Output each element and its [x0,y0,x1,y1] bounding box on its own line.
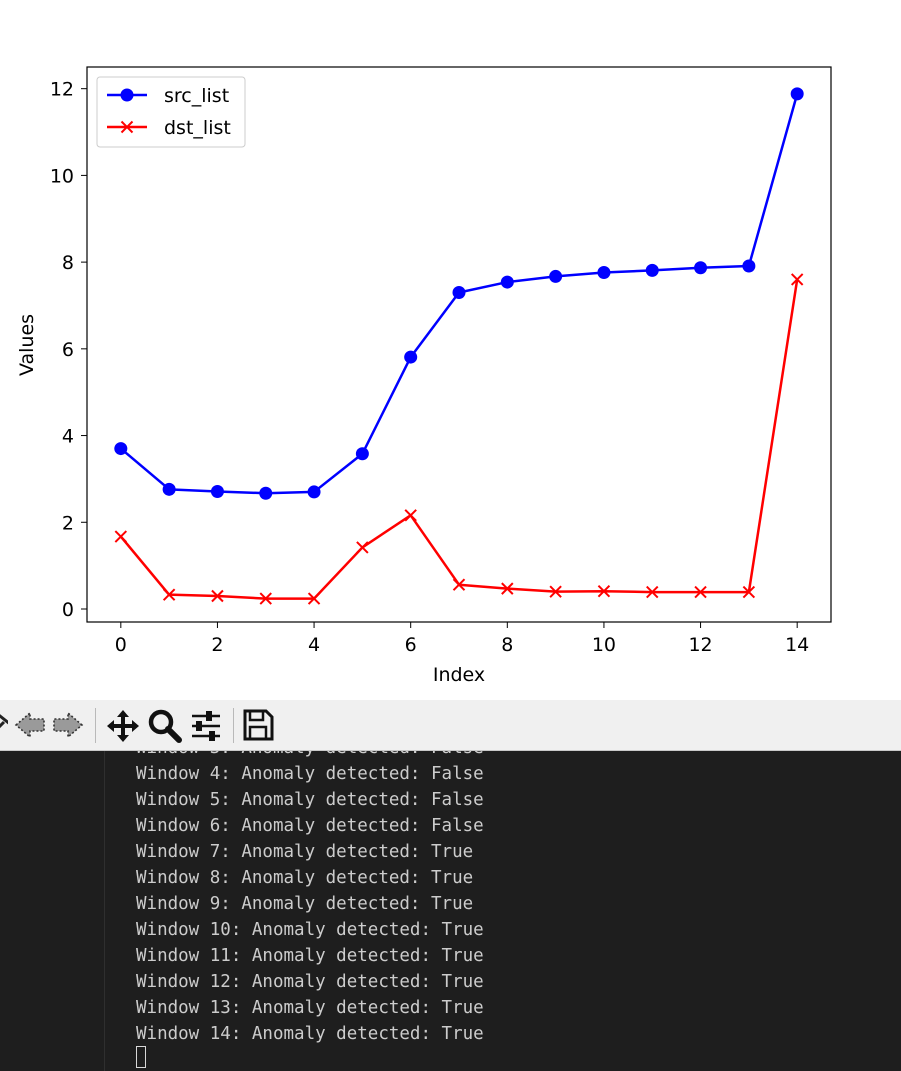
x-tick-label: 14 [785,634,809,656]
terminal-output: Window 3: Anomaly detected: False Window … [136,751,484,1047]
plot-frame [86,66,832,623]
y-axis-label: Values [16,314,38,376]
data-point [597,266,611,280]
y-tick-label: 2 [62,512,74,534]
matplotlib-toolbar [0,700,901,751]
data-point [404,350,418,364]
data-point [694,261,708,275]
terminal-line: Window 5: Anomaly detected: False [136,790,484,810]
y-tick-label: 6 [62,339,74,361]
terminal-line: Window 14: Anomaly detected: True [136,1024,484,1044]
x-tick-label: 10 [592,634,616,656]
y-tick-label: 8 [62,252,74,274]
data-point [356,541,369,554]
configure-subplots-icon[interactable] [189,708,223,748]
data-point [211,589,224,603]
data-point [790,87,804,101]
y-tick-label: 10 [50,165,74,187]
y-axis: 0 2 4 6 8 10 12 [50,79,87,621]
data-point [452,285,466,299]
home-icon[interactable] [0,708,11,746]
terminal-line: Window 4: Anomaly detected: False [136,764,484,784]
data-point [549,585,562,598]
y-tick-label: 12 [50,79,74,101]
y-tick-label: 4 [62,426,74,448]
data-point [307,485,321,499]
legend-marker-src_list [120,88,134,102]
terminal-line: Window 6: Anomaly detected: False [136,816,484,836]
data-point [790,273,804,286]
x-axis: 0 2 4 6 8 10 12 14 [115,622,809,656]
data-point [646,585,659,599]
series-src_list [114,87,804,500]
terminal-line: Window 11: Anomaly detected: True [136,946,484,966]
data-point [259,486,273,500]
x-tick-label: 6 [405,634,417,656]
x-tick-label: 0 [115,634,127,656]
terminal-line: Window 3: Anomaly detected: False [136,751,484,761]
data-point [259,592,272,605]
data-point [114,530,128,543]
forward-arrow-icon[interactable] [52,708,84,746]
legend-label-src_list: src_list [164,85,229,107]
data-point [742,259,756,273]
data-point [114,442,128,456]
data-point [549,269,563,283]
terminal-line: Window 9: Anomaly detected: True [136,894,474,914]
data-point [694,585,707,599]
pan-icon[interactable] [105,708,141,748]
zoom-icon[interactable] [147,708,183,748]
data-point [162,482,176,496]
x-axis-label: Index [433,664,485,686]
y-tick-label: 0 [62,599,74,621]
data-point [162,588,176,601]
line-chart: 0 2 4 6 8 10 12 14 0 2 4 6 8 10 12 Index Values src_l… [16,66,832,686]
legend: src_list dst_list [96,76,246,148]
plot-canvas: 0 2 4 6 8 10 12 14 0 2 4 6 8 10 12 Index Values src_l… [16,66,832,686]
back-arrow-icon[interactable] [14,708,46,746]
data-point [500,275,514,289]
x-tick-label: 8 [501,634,513,656]
toolbar-separator [95,708,96,743]
x-tick-label: 12 [688,634,712,656]
save-icon[interactable] [242,708,274,746]
data-point [452,578,466,591]
data-point [355,447,369,461]
terminal-line: Window 12: Anomaly detected: True [136,972,484,992]
terminal-cursor [136,1046,146,1068]
x-tick-label: 2 [211,634,223,656]
terminal-line: Window 13: Anomaly detected: True [136,998,484,1018]
data-point [597,585,611,598]
terminal-line: Window 10: Anomaly detected: True [136,920,484,940]
x-tick-label: 4 [308,634,320,656]
data-point [404,509,417,522]
toolbar-separator [233,708,234,743]
data-point [210,484,224,498]
data-point [742,585,756,599]
data-point [501,582,514,595]
data-point [645,263,659,277]
series-dst_list [114,273,804,605]
terminal-gutter-divider [104,751,105,1071]
terminal-panel[interactable]: Window 3: Anomaly detected: False Window … [0,751,901,1071]
terminal-line: Window 8: Anomaly detected: True [136,868,474,888]
data-point [307,592,321,605]
legend-label-dst_list: dst_list [164,117,231,139]
legend-marker-dst_list [120,120,134,134]
terminal-line: Window 7: Anomaly detected: True [136,842,474,862]
series-layer [114,87,804,605]
series-line-dst_list [119,279,799,600]
